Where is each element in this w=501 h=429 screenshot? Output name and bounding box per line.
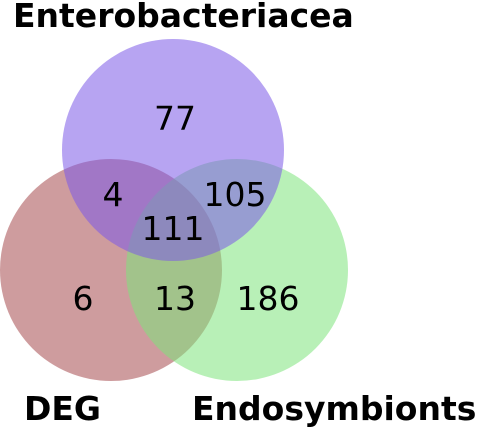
region-count-all-three: 111 — [142, 209, 205, 248]
region-count-right-only: 186 — [237, 279, 300, 318]
region-count-top-left: 4 — [103, 175, 124, 214]
region-count-top-right: 105 — [204, 175, 267, 214]
set-circle-enterobacteriacea — [62, 39, 284, 261]
region-count-left-only: 6 — [73, 279, 94, 318]
set-label-enterobacteriacea: Enterobacteriacea — [13, 0, 354, 35]
region-count-top-only: 77 — [154, 99, 196, 138]
set-label-endosymbionts: Endosymbionts — [192, 389, 476, 428]
region-count-left-right: 13 — [154, 279, 196, 318]
set-label-deg: DEG — [24, 389, 101, 428]
